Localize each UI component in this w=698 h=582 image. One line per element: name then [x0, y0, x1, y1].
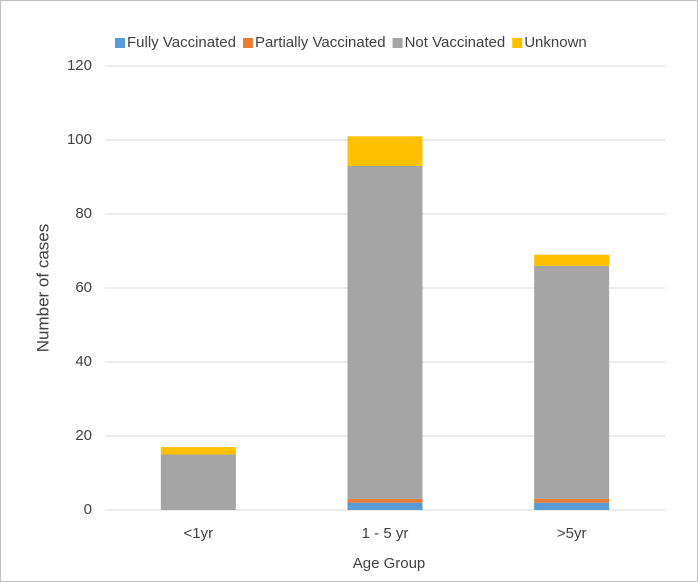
y-tick-label: 120 — [67, 57, 92, 74]
legend-label: Unknown — [524, 34, 587, 51]
legend-swatch — [392, 38, 403, 48]
y-tick-label: 40 — [75, 353, 92, 370]
y-tick-label: 80 — [75, 205, 92, 222]
bar-segment — [160, 454, 236, 510]
y-axis-title: Number of cases — [33, 224, 52, 353]
y-tick-label: 0 — [84, 501, 92, 518]
x-tick-label: >5yr — [557, 525, 587, 542]
y-tick-label: 60 — [75, 279, 92, 296]
bar-segment — [347, 502, 423, 510]
legend-swatch — [242, 38, 253, 48]
y-tick-label: 100 — [67, 131, 92, 148]
bar-segment — [160, 447, 236, 455]
bar-segment — [347, 165, 423, 499]
bar-segment — [534, 498, 610, 503]
x-tick-label: 1 - 5 yr — [362, 525, 409, 542]
bar-segment — [534, 502, 610, 510]
legend-label: Partially Vaccinated — [255, 34, 386, 51]
legend-swatch — [512, 38, 523, 48]
bar-segment — [534, 254, 610, 266]
legend-label: Fully Vaccinated — [127, 34, 236, 51]
bar-segment — [347, 136, 423, 166]
bar-segment — [347, 498, 423, 503]
x-tick-label: <1yr — [184, 525, 214, 542]
x-axis-title: Age Group — [353, 555, 426, 572]
legend-swatch — [115, 38, 125, 48]
legend-label: Not Vaccinated — [405, 34, 506, 51]
bar-segment — [534, 265, 610, 499]
y-tick-label: 20 — [75, 427, 92, 444]
